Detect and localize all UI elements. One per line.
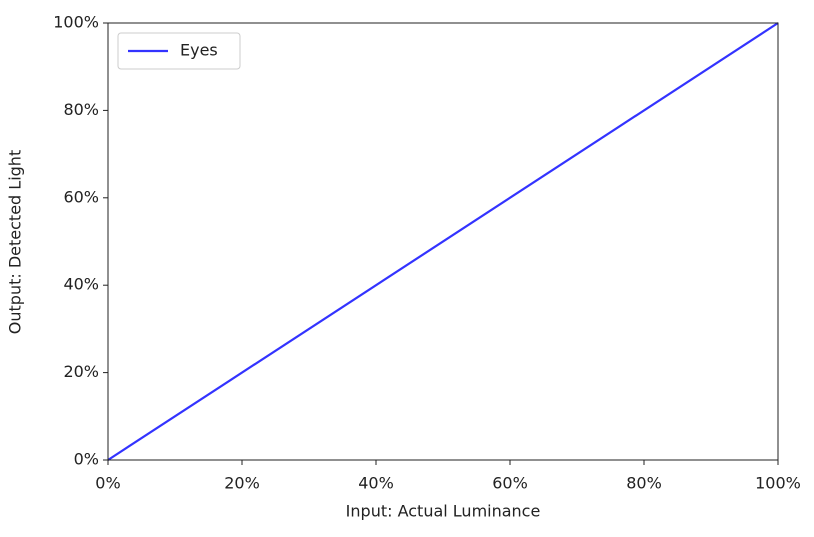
plot-frame <box>107 22 779 461</box>
line <box>107 22 779 461</box>
x-axis-label: Input: Actual Luminance <box>346 502 541 521</box>
x-tick-label: 100% <box>755 474 801 493</box>
y-tick-label: 80% <box>63 100 99 119</box>
y-tick-label: 100% <box>53 13 99 32</box>
x-tick-label: 0% <box>95 474 120 493</box>
y-axis-label: Output: Detected Light <box>6 150 25 334</box>
y-tick-label: 60% <box>63 187 99 206</box>
y-tick-label: 0% <box>74 450 99 469</box>
x-tick-label: 40% <box>358 474 394 493</box>
x-tick-label: 20% <box>224 474 260 493</box>
legend-label: Eyes <box>180 41 218 60</box>
y-tick-label: 40% <box>63 275 99 294</box>
y-tick-label: 20% <box>63 362 99 381</box>
x-tick-label: 60% <box>492 474 528 493</box>
x-tick-label: 80% <box>626 474 662 493</box>
legend-box <box>117 32 241 70</box>
